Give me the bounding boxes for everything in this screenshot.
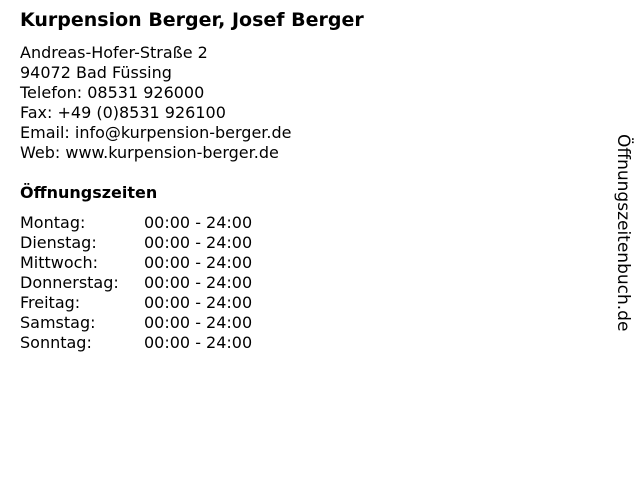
time: 00:00 - 24:00 [144, 233, 253, 252]
phone: Telefon: 08531 926000 [20, 83, 205, 102]
day: Donnerstag: [20, 273, 119, 292]
hours-row: Sonntag: 00:00 - 24:00 [20, 333, 252, 353]
fax: Fax: +49 (0)8531 926100 [20, 103, 226, 122]
contact-block: Andreas-Hofer-Straße 2 94072 Bad Füssing… [20, 43, 291, 163]
time: 00:00 - 24:00 [144, 333, 253, 352]
hours-row: Freitag: 00:00 - 24:00 [20, 293, 252, 313]
hours-row: Donnerstag: 00:00 - 24:00 [20, 273, 252, 293]
business-title: Kurpension Berger, Josef Berger [20, 9, 364, 31]
time: 00:00 - 24:00 [144, 253, 253, 272]
time: 00:00 - 24:00 [144, 273, 253, 292]
hours-table: Montag: 00:00 - 24:00 Dienstag: 00:00 - 24… [20, 213, 252, 353]
day: Montag: [20, 213, 86, 232]
hours-row: Samstag: 00:00 - 24:00 [20, 313, 252, 333]
hours-heading: Öffnungszeiten [20, 183, 158, 202]
site-watermark: Öffnungszeitenbuch.de [613, 134, 633, 332]
day: Samstag: [20, 313, 96, 332]
street: Andreas-Hofer-Straße 2 [20, 43, 208, 62]
day: Dienstag: [20, 233, 97, 252]
city: 94072 Bad Füssing [20, 63, 172, 82]
day: Mittwoch: [20, 253, 98, 272]
time: 00:00 - 24:00 [144, 293, 253, 312]
time: 00:00 - 24:00 [144, 213, 253, 232]
day: Freitag: [20, 293, 81, 312]
hours-row: Montag: 00:00 - 24:00 [20, 213, 252, 233]
email: Email: info@kurpension-berger.de [20, 123, 292, 142]
web: Web: www.kurpension-berger.de [20, 143, 279, 162]
hours-row: Mittwoch: 00:00 - 24:00 [20, 253, 252, 273]
hours-row: Dienstag: 00:00 - 24:00 [20, 233, 252, 253]
day: Sonntag: [20, 333, 92, 352]
time: 00:00 - 24:00 [144, 313, 253, 332]
